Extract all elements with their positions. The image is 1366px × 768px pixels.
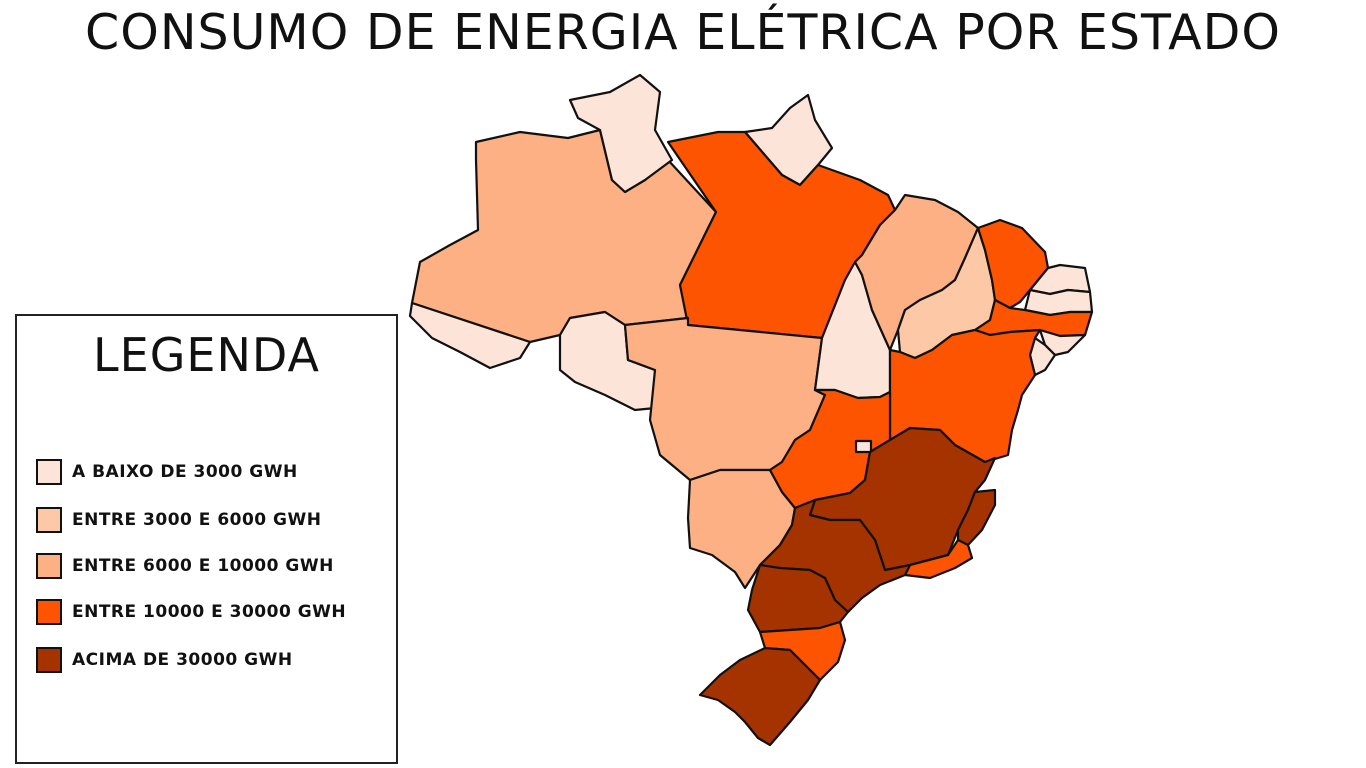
legend-item: A BAIXO DE 3000 GWH — [36, 456, 298, 488]
state-acre[interactable] — [408, 301, 532, 370]
map-title: CONSUMO DE ENERGIA ELÉTRICA POR ESTADO — [85, 4, 1281, 61]
legend-item: ENTRE 10000 E 30000 GWH — [36, 596, 346, 628]
legend-swatch — [36, 599, 62, 625]
legend-item: ACIMA DE 30000 GWH — [36, 644, 293, 676]
legend-label: ENTRE 10000 E 30000 GWH — [72, 602, 347, 622]
legend-label: ENTRE 3000 E 6000 GWH — [72, 510, 322, 530]
legend-swatch — [36, 647, 62, 673]
state-roraima[interactable] — [568, 73, 674, 194]
legend-label: ACIMA DE 30000 GWH — [72, 650, 293, 670]
legend-item: ENTRE 3000 E 6000 GWH — [36, 504, 322, 536]
state-distrito-federal[interactable] — [854, 439, 873, 454]
legend-swatch — [36, 459, 62, 485]
legend-title: LEGENDA — [93, 328, 320, 382]
legend-label: A BAIXO DE 3000 GWH — [72, 462, 298, 482]
legend-box: LEGENDA A BAIXO DE 3000 GWH ENTRE 3000 E… — [15, 314, 398, 764]
state-ceara[interactable] — [976, 218, 1050, 310]
state-rio-de-janeiro[interactable] — [903, 538, 974, 580]
legend-swatch — [36, 553, 62, 579]
legend-label: ENTRE 6000 E 10000 GWH — [72, 556, 334, 576]
legend-item: ENTRE 6000 E 10000 GWH — [36, 550, 334, 582]
legend-swatch — [36, 507, 62, 533]
state-rio-grande-do-sul[interactable] — [698, 646, 822, 747]
